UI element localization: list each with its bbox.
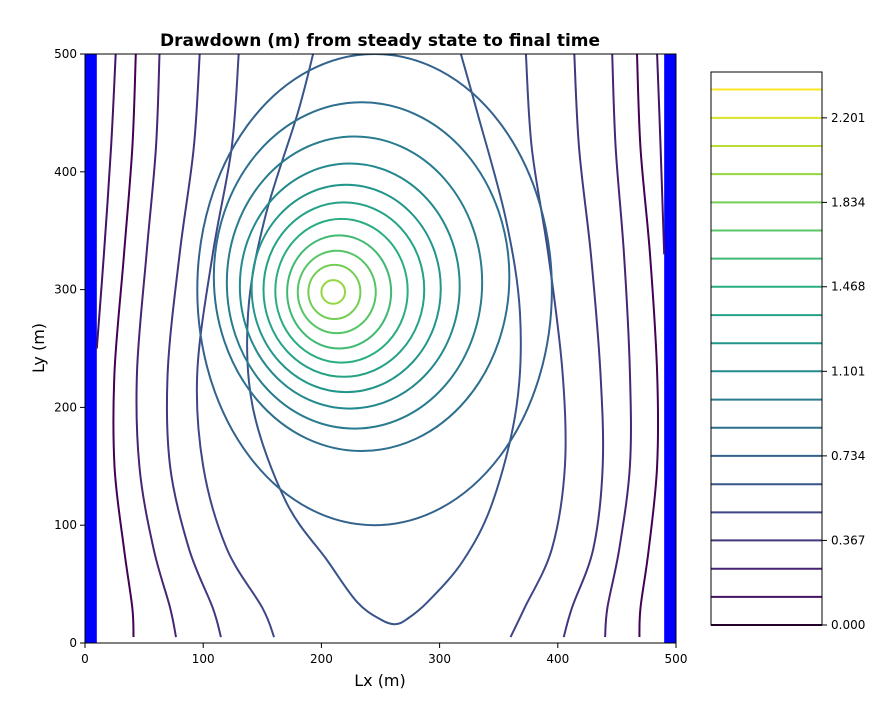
colorbar-tick-label: 0.367 xyxy=(831,533,865,547)
contour-line xyxy=(195,54,276,638)
contour-line xyxy=(135,54,177,638)
x-tick-label: 500 xyxy=(665,652,688,666)
y-tick-label: 200 xyxy=(54,400,77,414)
contour-ring xyxy=(274,217,409,364)
contour-ring xyxy=(262,201,426,378)
y-tick-label: 300 xyxy=(54,283,77,297)
x-axis-label: Lx (m) xyxy=(354,671,406,690)
colorbar-tick-label: 1.468 xyxy=(831,280,865,294)
colorbar-tick-label: 0.000 xyxy=(831,618,865,632)
y-tick-label: 500 xyxy=(54,47,77,61)
y-tick-label: 0 xyxy=(69,636,77,650)
contour-ring xyxy=(212,101,511,452)
contour-ring xyxy=(296,249,377,335)
chart-title: Drawdown (m) from steady state to final … xyxy=(160,31,600,51)
x-tick-label: 200 xyxy=(310,652,333,666)
x-axis: 0 100 200 300 400 500 xyxy=(81,643,687,666)
contour-ring xyxy=(225,135,484,430)
boundary-bar-right-constant-head xyxy=(664,54,676,643)
y-tick-label: 100 xyxy=(54,518,77,532)
boundary-bars xyxy=(85,54,676,643)
x-tick-label: 400 xyxy=(546,652,569,666)
plot-frame xyxy=(84,53,677,644)
contour-line xyxy=(95,54,117,349)
colorbar-tick-label: 1.101 xyxy=(831,364,865,378)
y-axis: 0 100 200 300 400 500 xyxy=(54,47,85,650)
y-axis-label: Ly (m) xyxy=(29,323,48,373)
contour-line xyxy=(246,54,522,626)
colorbar-tick-label: 2.201 xyxy=(831,111,865,125)
contour-ring xyxy=(196,54,553,527)
colorbar-ticks: 0.000 0.367 0.734 1.101 1.468 1.834 2.201 xyxy=(822,111,865,632)
contour-line xyxy=(112,54,137,638)
x-tick-label: 0 xyxy=(81,652,89,666)
contour-ring xyxy=(286,234,393,350)
contour-ring xyxy=(320,279,347,305)
x-tick-label: 300 xyxy=(428,652,451,666)
colorbar-level-lines xyxy=(711,88,822,626)
contour-line xyxy=(656,54,666,255)
boundary-bar-left-constant-head xyxy=(85,54,97,643)
x-tick-label: 100 xyxy=(192,652,215,666)
contour-line xyxy=(562,54,605,638)
contour-ring xyxy=(307,263,362,321)
colorbar: 0.000 0.367 0.734 1.101 1.468 1.834 2.201 xyxy=(710,71,865,632)
colorbar-tick-label: 0.734 xyxy=(831,449,865,463)
contour-line xyxy=(509,54,567,638)
plot-area xyxy=(84,53,677,644)
colorbar-frame xyxy=(710,71,823,626)
contour-line xyxy=(636,54,660,638)
contour-line xyxy=(165,54,222,638)
y-tick-label: 400 xyxy=(54,165,77,179)
contour-line xyxy=(604,54,632,638)
colorbar-tick-label: 1.834 xyxy=(831,195,865,209)
contour-lines xyxy=(95,54,666,638)
contour-ring xyxy=(250,183,442,394)
contour-ring xyxy=(238,162,461,410)
